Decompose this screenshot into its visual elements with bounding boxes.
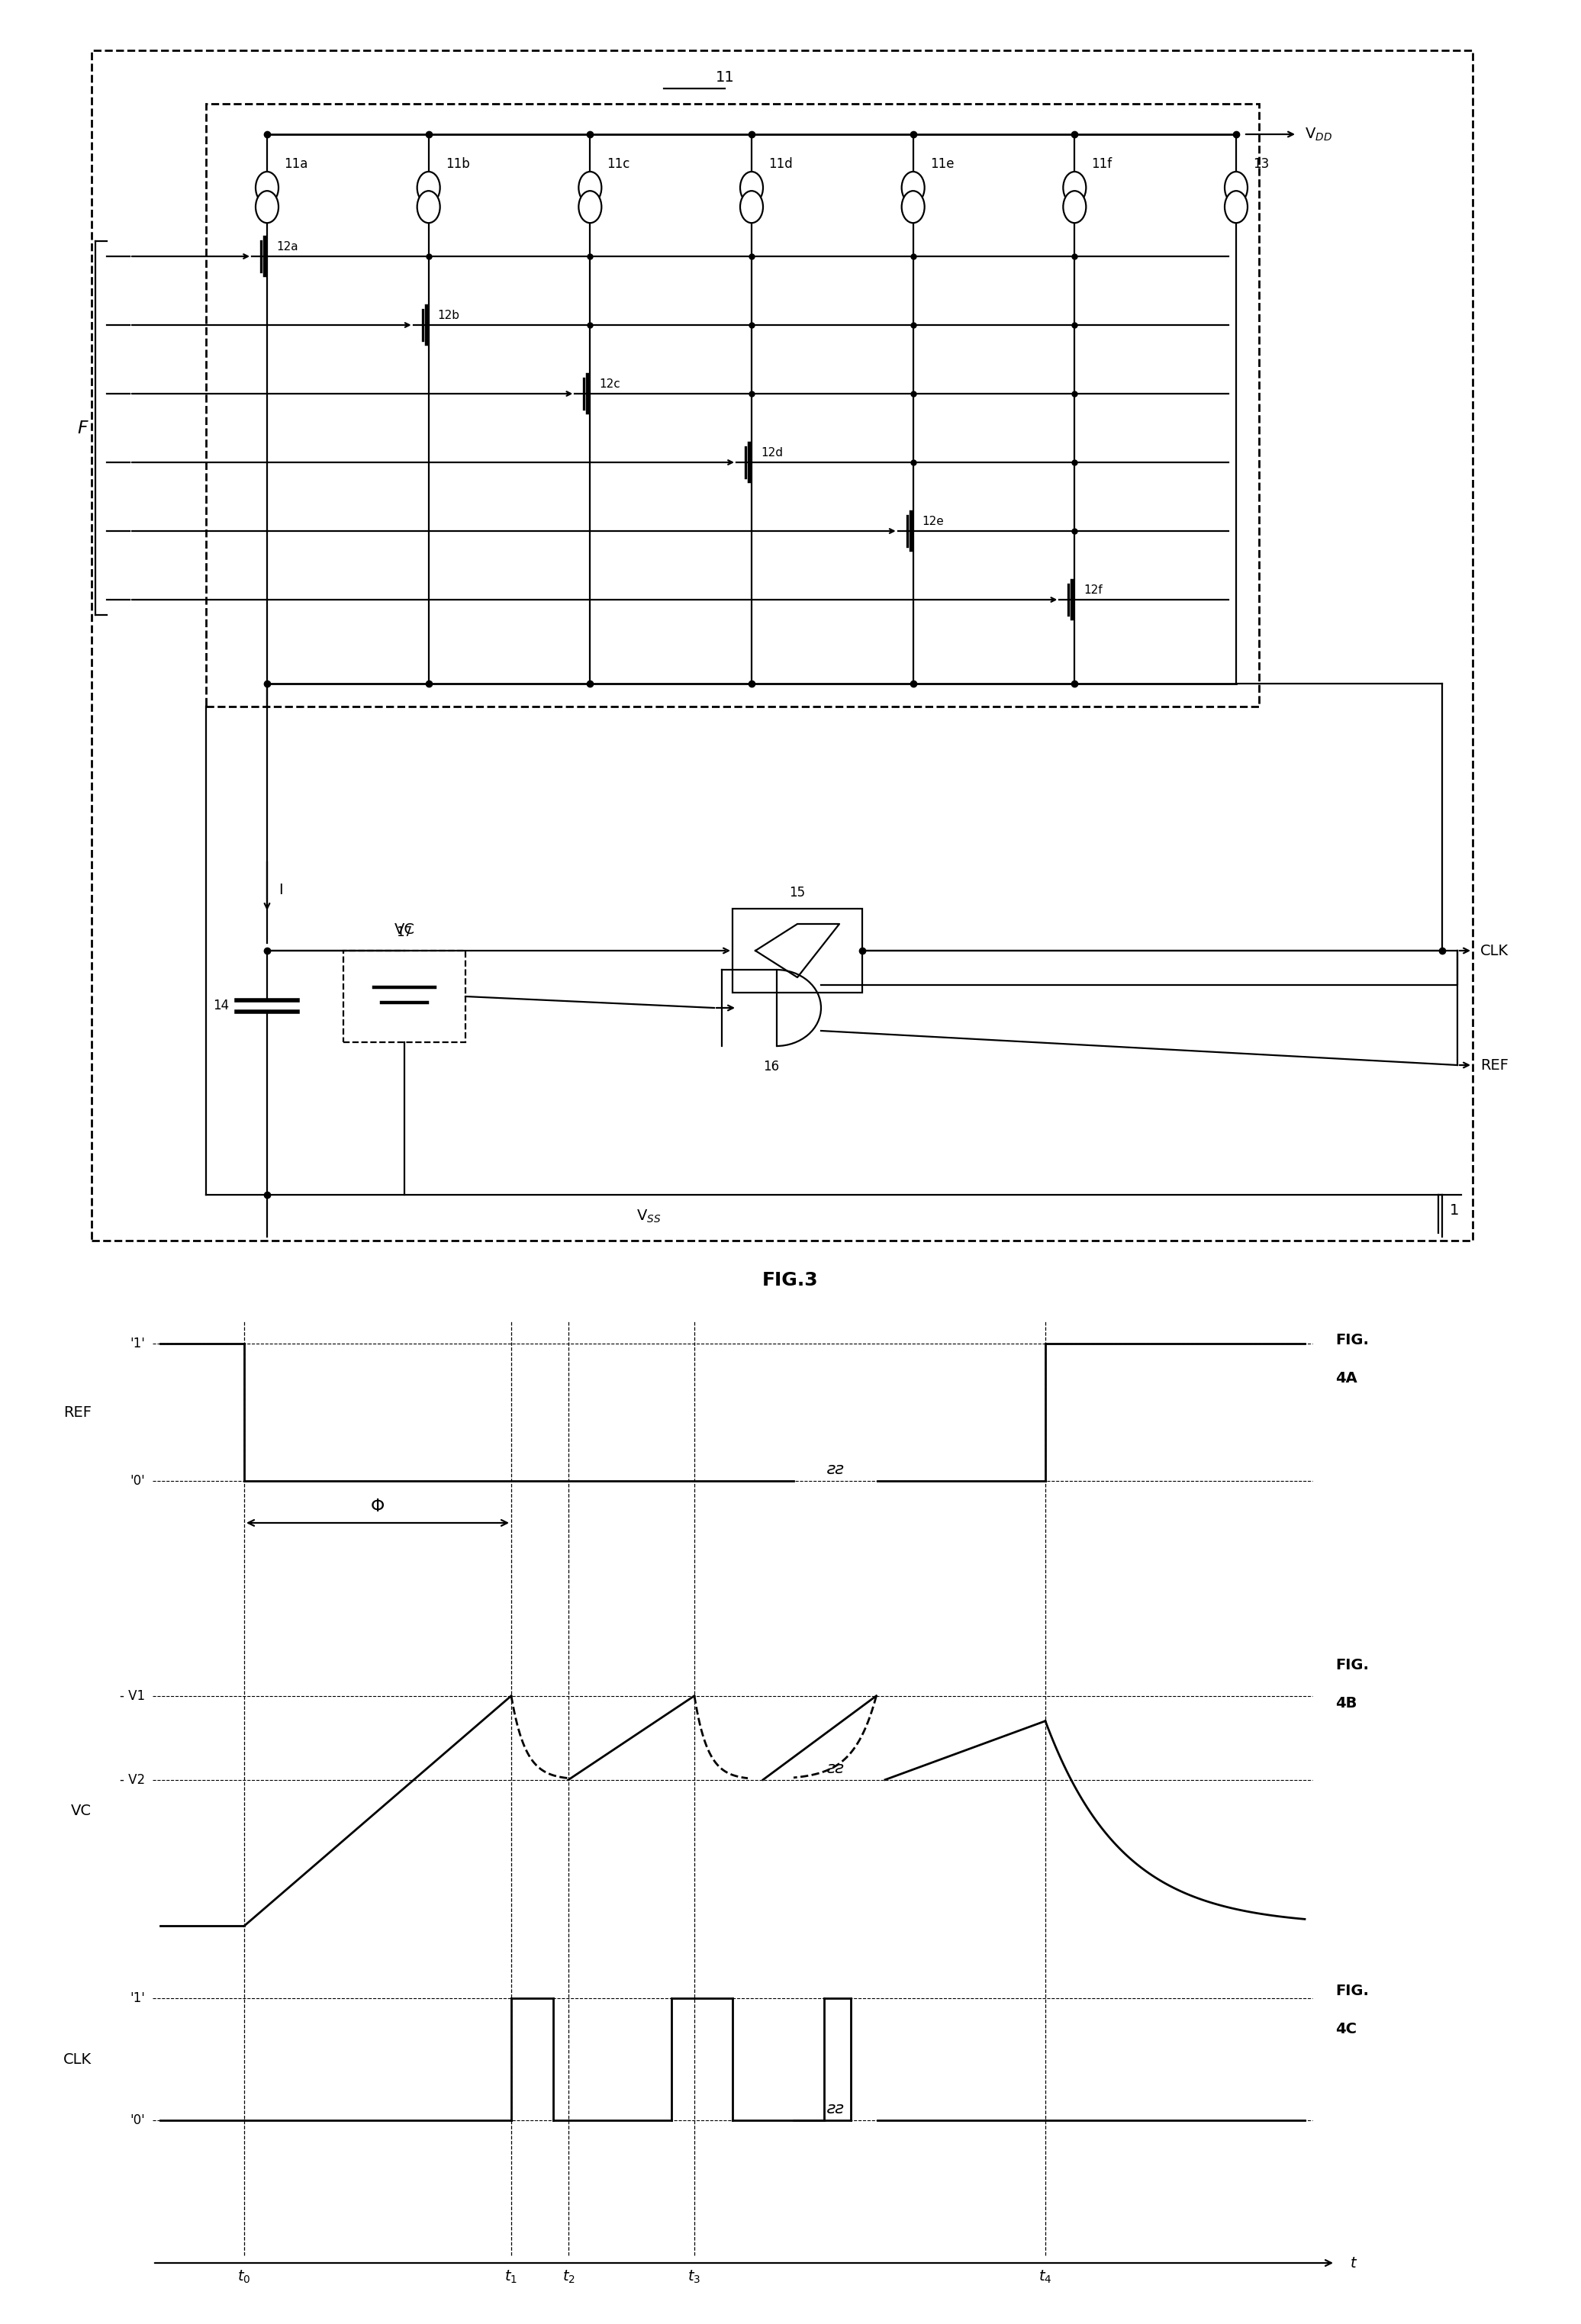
Text: F: F — [77, 418, 89, 437]
Text: 4A: 4A — [1336, 1371, 1356, 1385]
Ellipse shape — [1062, 191, 1086, 223]
Text: V$_{SS}$: V$_{SS}$ — [636, 1208, 661, 1225]
Text: ƨƨ: ƨƨ — [827, 1462, 844, 1478]
Ellipse shape — [1225, 172, 1247, 205]
Text: - V1: - V1 — [120, 1690, 145, 1703]
Text: 11a: 11a — [285, 158, 308, 172]
Text: '1': '1' — [130, 1992, 145, 2006]
Text: FIG.: FIG. — [1336, 1657, 1369, 1673]
Text: '1': '1' — [130, 1336, 145, 1350]
Text: VC: VC — [71, 1803, 92, 1817]
Text: REF: REF — [1480, 1057, 1508, 1071]
Ellipse shape — [256, 172, 278, 205]
Text: Φ: Φ — [370, 1497, 384, 1515]
Text: REF: REF — [63, 1406, 92, 1420]
Ellipse shape — [417, 172, 440, 205]
Ellipse shape — [1062, 172, 1086, 205]
Text: 4C: 4C — [1336, 2022, 1356, 2036]
Text: ƨƨ: ƨƨ — [827, 2101, 844, 2117]
Ellipse shape — [417, 191, 440, 223]
Text: 11c: 11c — [607, 158, 631, 172]
Text: 11: 11 — [716, 70, 734, 84]
Text: FIG.: FIG. — [1336, 1985, 1369, 1999]
Text: 11f: 11f — [1091, 158, 1111, 172]
Text: 16: 16 — [764, 1060, 779, 1074]
Text: 12d: 12d — [760, 446, 783, 458]
Text: 11e: 11e — [930, 158, 953, 172]
Text: 11d: 11d — [768, 158, 792, 172]
Text: FIG.: FIG. — [1336, 1332, 1369, 1348]
Ellipse shape — [579, 191, 601, 223]
Text: CLK: CLK — [1480, 944, 1508, 957]
Text: 12e: 12e — [922, 516, 944, 528]
Ellipse shape — [740, 191, 764, 223]
Text: $t_0$: $t_0$ — [237, 2268, 251, 2284]
Ellipse shape — [579, 172, 601, 205]
Text: $t_3$: $t_3$ — [688, 2268, 700, 2284]
Text: $t_2$: $t_2$ — [561, 2268, 575, 2284]
Ellipse shape — [901, 172, 925, 205]
Text: ƨƨ: ƨƨ — [827, 1762, 844, 1776]
Text: FIG.3: FIG.3 — [762, 1271, 819, 1290]
Ellipse shape — [256, 191, 278, 223]
Ellipse shape — [901, 191, 925, 223]
Text: 11b: 11b — [446, 158, 470, 172]
Text: VC: VC — [394, 923, 414, 937]
Text: 13: 13 — [1252, 158, 1270, 172]
Text: - V2: - V2 — [120, 1773, 145, 1787]
Text: $t_1$: $t_1$ — [504, 2268, 517, 2284]
Text: 12f: 12f — [1083, 583, 1102, 595]
Text: 12c: 12c — [599, 379, 620, 390]
Text: 14: 14 — [213, 999, 229, 1013]
Text: $t_4$: $t_4$ — [1039, 2268, 1051, 2284]
Text: CLK: CLK — [63, 2052, 92, 2066]
Text: 4B: 4B — [1336, 1697, 1356, 1710]
Text: 12b: 12b — [438, 309, 460, 321]
Ellipse shape — [740, 172, 764, 205]
Text: '0': '0' — [130, 1473, 145, 1487]
FancyBboxPatch shape — [732, 909, 862, 992]
Text: 17: 17 — [397, 925, 413, 939]
Ellipse shape — [1225, 191, 1247, 223]
Text: t: t — [1350, 2257, 1356, 2271]
Text: 12a: 12a — [277, 242, 299, 253]
Text: V$_{DD}$: V$_{DD}$ — [1304, 125, 1333, 142]
Text: '0': '0' — [130, 2113, 145, 2126]
Text: I: I — [278, 883, 283, 897]
Text: 15: 15 — [789, 885, 805, 899]
Text: 1: 1 — [1450, 1204, 1459, 1218]
